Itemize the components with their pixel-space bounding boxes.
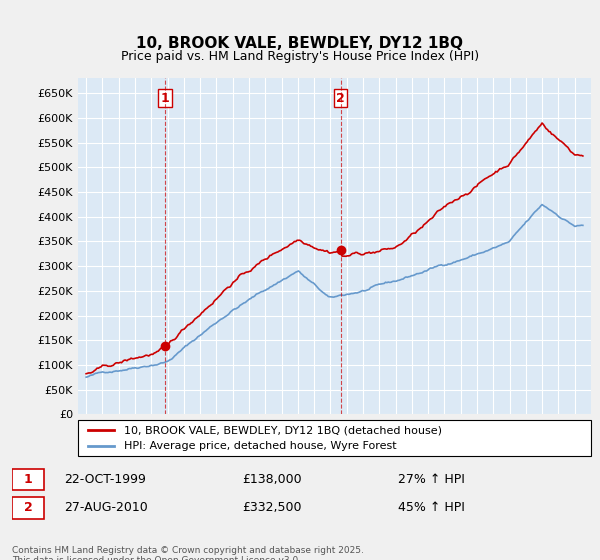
Text: 45% ↑ HPI: 45% ↑ HPI	[398, 501, 465, 514]
Text: £138,000: £138,000	[242, 473, 302, 486]
Text: 22-OCT-1999: 22-OCT-1999	[64, 473, 146, 486]
Text: 2: 2	[336, 92, 345, 105]
FancyBboxPatch shape	[12, 497, 44, 519]
Text: 1: 1	[161, 92, 169, 105]
Text: HPI: Average price, detached house, Wyre Forest: HPI: Average price, detached house, Wyre…	[124, 441, 397, 451]
Text: 27% ↑ HPI: 27% ↑ HPI	[398, 473, 465, 486]
FancyBboxPatch shape	[78, 420, 591, 456]
Text: 10, BROOK VALE, BEWDLEY, DY12 1BQ: 10, BROOK VALE, BEWDLEY, DY12 1BQ	[137, 36, 464, 52]
Text: 1: 1	[24, 473, 32, 486]
Text: £332,500: £332,500	[242, 501, 302, 514]
Text: Contains HM Land Registry data © Crown copyright and database right 2025.
This d: Contains HM Land Registry data © Crown c…	[12, 546, 364, 560]
FancyBboxPatch shape	[12, 469, 44, 491]
Text: 2: 2	[24, 501, 32, 514]
Text: 10, BROOK VALE, BEWDLEY, DY12 1BQ (detached house): 10, BROOK VALE, BEWDLEY, DY12 1BQ (detac…	[124, 425, 442, 435]
Text: Price paid vs. HM Land Registry's House Price Index (HPI): Price paid vs. HM Land Registry's House …	[121, 50, 479, 63]
Text: 27-AUG-2010: 27-AUG-2010	[64, 501, 148, 514]
